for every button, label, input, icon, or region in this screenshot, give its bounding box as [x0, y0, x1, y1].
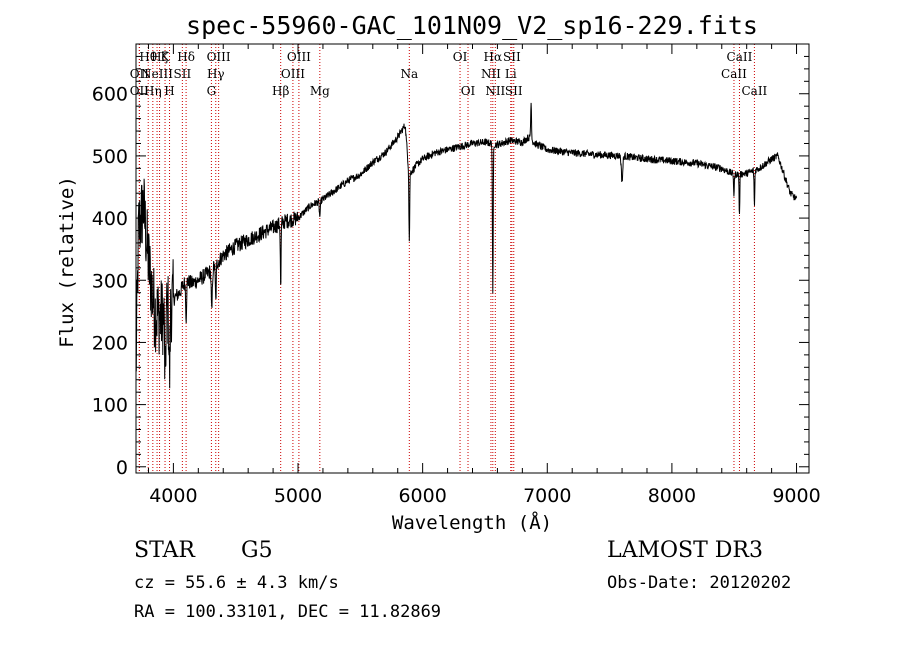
line-marker-label-18: OI — [453, 50, 468, 64]
line-marker-label-15: OIII — [287, 50, 311, 64]
line-marker-label-14: OIII — [281, 67, 305, 81]
line-marker-label-2: Hθ — [139, 50, 157, 64]
y-tick-label: 100 — [92, 395, 128, 417]
line-marker-label-22: NII — [485, 84, 505, 98]
survey-name: LAMOST DR3 — [607, 538, 763, 563]
y-tick-label: 0 — [116, 457, 128, 479]
line-marker-label-11: Hγ — [207, 67, 225, 81]
redshift-readout: cz = 55.6 ± 4.3 km/s — [134, 573, 339, 593]
y-tick-label: 200 — [92, 332, 128, 354]
x-tick-label: 6000 — [398, 485, 446, 507]
line-marker-label-28: CaII — [741, 84, 767, 98]
line-marker-label-10: G — [207, 84, 217, 98]
y-tick-label: 600 — [92, 84, 128, 106]
x-tick-label: 4000 — [149, 485, 197, 507]
y-tick-label: 500 — [92, 146, 128, 168]
line-marker-label-0: OII — [130, 67, 150, 81]
observation-date: Obs-Date: 20120202 — [607, 573, 792, 593]
line-marker-label-7: H — [164, 84, 174, 98]
coordinates-readout: RA = 100.33101, DEC = 11.82869 — [134, 602, 442, 622]
line-marker-label-16: Mg — [310, 84, 330, 98]
x-tick-label: 7000 — [523, 485, 571, 507]
line-marker-label-4: NeIII — [141, 67, 173, 81]
y-tick-label: 300 — [92, 270, 128, 292]
x-tick-label: 5000 — [274, 485, 322, 507]
x-tick-label: 8000 — [648, 485, 696, 507]
line-marker-label-24: SII — [503, 50, 521, 64]
line-marker-label-12: OIII — [207, 50, 231, 64]
object-subclass: G5 — [241, 538, 273, 563]
line-marker-layer — [138, 44, 755, 473]
line-marker-label-1: OII — [130, 84, 150, 98]
axis-ticks: 4000 5000 6000 7000 8000 9000 0 100 200 300 400 500… — [92, 44, 821, 507]
line-marker-label-19: OI — [461, 84, 476, 98]
x-axis-title: Wavelength (Å) — [392, 511, 552, 534]
x-tick-label: 9000 — [772, 485, 820, 507]
line-marker-label-23: Li — [505, 67, 517, 81]
object-class: STAR — [134, 538, 195, 563]
line-marker-label-20: NII — [481, 67, 501, 81]
line-marker-label-5: Hζ — [151, 50, 168, 64]
spectrum-layer — [135, 102, 797, 389]
plot-frame — [135, 43, 810, 474]
line-marker-label-9: Hδ — [177, 50, 195, 64]
line-marker-label-21: Hα — [484, 50, 503, 64]
y-axis-title: Flux (relative) — [56, 176, 78, 348]
y-tick-label: 400 — [92, 208, 128, 230]
line-marker-label-25: SII — [505, 84, 523, 98]
line-marker-label-17: Na — [400, 67, 418, 81]
line-marker-label-6: K — [161, 50, 171, 64]
chart-title: spec-55960-GAC_101N09_V2_sp16-229.fits — [186, 11, 758, 40]
line-marker-label-13: Hβ — [272, 84, 289, 98]
line-marker-label-27: CaII — [727, 50, 753, 64]
spectrum-line — [135, 102, 797, 389]
line-marker-labels: OIIOIIHθHηNeIIIHζKHSIIHδGHγOIIIHβOIIIOII… — [130, 50, 768, 98]
line-marker-label-26: CaII — [721, 67, 747, 81]
line-marker-label-8: SII — [174, 67, 192, 81]
line-marker-label-3: Hη — [144, 84, 162, 98]
